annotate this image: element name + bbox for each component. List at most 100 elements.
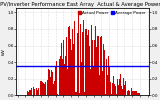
Bar [96,47,97,95]
Bar [65,56,66,95]
Bar [104,50,105,95]
Bar [28,92,29,95]
Bar [80,24,81,95]
Bar [50,76,51,95]
Bar [114,84,115,95]
Bar [78,15,79,95]
Bar [98,36,99,95]
Bar [60,56,61,95]
Bar [135,91,136,95]
Bar [97,36,98,95]
Bar [77,33,78,95]
Bar [115,86,116,95]
Bar [127,91,128,95]
Bar [42,82,43,95]
Bar [62,59,63,95]
Bar [132,91,133,95]
Bar [55,67,56,95]
Bar [108,56,109,95]
Bar [71,50,72,95]
Bar [116,94,117,95]
Y-axis label: kW: kW [2,48,6,55]
Bar [138,93,139,95]
Bar [87,36,88,95]
Bar [37,90,38,95]
Bar [43,86,44,95]
Bar [36,88,37,95]
Bar [30,90,31,95]
Bar [136,91,137,95]
Bar [123,78,124,95]
Bar [31,88,32,95]
Bar [120,74,121,95]
Bar [133,91,134,95]
Bar [93,66,94,95]
Bar [63,40,64,95]
Bar [44,84,45,95]
Bar [86,29,87,95]
Bar [83,20,84,95]
Bar [40,81,41,95]
Bar [76,92,77,95]
Bar [38,88,39,95]
Bar [84,92,85,95]
Legend: Actual Power, Average Power: Actual Power, Average Power [77,10,147,16]
Bar [73,44,74,95]
Bar [51,70,52,95]
Bar [110,82,111,95]
Bar [126,85,127,95]
Bar [82,32,83,95]
Bar [91,25,92,95]
Bar [33,87,34,95]
Bar [105,94,106,95]
Bar [48,69,49,95]
Bar [56,52,57,95]
Bar [52,72,53,95]
Bar [57,94,58,95]
Bar [49,70,50,95]
Bar [113,76,114,95]
Bar [54,81,55,95]
Bar [53,84,54,95]
Bar [112,83,113,95]
Bar [129,91,130,95]
Bar [88,30,89,95]
Bar [94,40,95,95]
Bar [81,62,82,95]
Bar [124,82,125,95]
Bar [128,90,129,95]
Bar [134,91,135,95]
Bar [59,59,60,95]
Bar [34,89,35,95]
Bar [119,78,120,95]
Bar [29,90,30,95]
Bar [106,59,107,95]
Bar [74,21,75,95]
Bar [67,69,68,95]
Bar [100,37,101,95]
Bar [102,71,103,95]
Bar [95,26,96,95]
Bar [68,27,69,95]
Bar [131,88,132,95]
Bar [47,80,48,95]
Bar [118,85,119,95]
Bar [92,92,93,95]
Bar [69,26,70,95]
Bar [41,86,42,95]
Bar [125,82,126,95]
Bar [61,43,62,95]
Bar [64,64,65,95]
Bar [70,39,71,95]
Bar [27,91,28,95]
Bar [89,46,90,95]
Bar [117,79,118,95]
Bar [107,75,108,95]
Bar [85,29,86,95]
Bar [99,75,100,95]
Bar [137,93,138,95]
Title: Solar PV/Inverter Performance East Array  Actual & Average Power Output: Solar PV/Inverter Performance East Array… [0,2,160,7]
Bar [111,76,112,95]
Bar [90,69,91,95]
Bar [75,92,76,95]
